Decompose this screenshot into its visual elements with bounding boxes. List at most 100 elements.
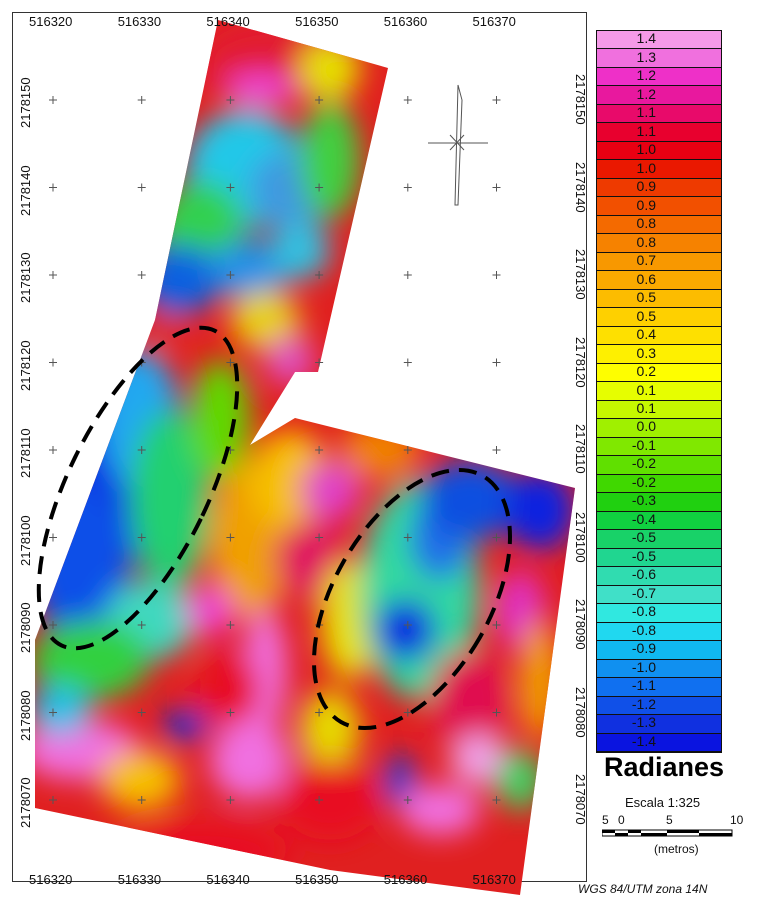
legend-label: 0.0 bbox=[636, 418, 656, 435]
grid-cross bbox=[492, 183, 501, 192]
scale-units: (metros) bbox=[654, 842, 699, 856]
grid-cross bbox=[492, 621, 501, 629]
legend-label: 0.7 bbox=[636, 252, 656, 269]
grid-cross bbox=[492, 708, 501, 717]
legend-label: -0.2 bbox=[631, 455, 656, 472]
legend-swatch bbox=[597, 215, 721, 235]
y-tick-label-left: 2178130 bbox=[18, 252, 33, 303]
scale-tick-label: 0 bbox=[618, 813, 625, 827]
legend-swatch bbox=[597, 400, 721, 420]
legend-label: 0.9 bbox=[636, 178, 656, 195]
legend-label: 1.1 bbox=[636, 104, 656, 121]
legend-label: -0.2 bbox=[631, 473, 656, 490]
grid-cross bbox=[315, 796, 324, 804]
legend-label: 0.5 bbox=[636, 289, 656, 306]
y-tick-label-right: 2178120 bbox=[573, 336, 588, 388]
legend-swatch bbox=[597, 622, 721, 642]
legend-swatch bbox=[597, 511, 721, 531]
legend-swatch bbox=[597, 419, 721, 438]
legend-swatch bbox=[597, 31, 721, 50]
y-tick-label-right: 2178080 bbox=[573, 686, 588, 738]
legend-swatch bbox=[597, 104, 721, 124]
grid-cross bbox=[137, 533, 146, 542]
legend-label: 0.8 bbox=[636, 215, 656, 232]
y-tick-label-right: 2178150 bbox=[573, 74, 588, 125]
y-tick-label-left: 2178140 bbox=[18, 164, 33, 216]
grid-cross bbox=[492, 96, 501, 104]
legend-label: -1.0 bbox=[631, 658, 656, 675]
legend-label: 1.3 bbox=[636, 48, 656, 65]
legend-label: 1.0 bbox=[636, 159, 656, 176]
grid-cross bbox=[315, 358, 324, 367]
legend-units: Radianes bbox=[604, 752, 725, 782]
grid-cross bbox=[315, 533, 324, 542]
legend-label: 1.0 bbox=[636, 141, 656, 158]
grid-cross bbox=[492, 796, 501, 804]
legend-swatch bbox=[597, 548, 721, 568]
x-tick-label-top: 516320 bbox=[29, 14, 73, 29]
x-tick-label-top: 516340 bbox=[206, 14, 250, 29]
grid-cross bbox=[492, 358, 501, 367]
legend-swatch bbox=[597, 252, 721, 272]
scale-title: Escala 1:325 bbox=[625, 795, 701, 810]
y-tick-label-right: 2178110 bbox=[573, 424, 588, 474]
y-tick-label-left: 2178150 bbox=[18, 77, 33, 128]
x-tick-label-bottom: 516360 bbox=[383, 872, 428, 887]
x-tick-label-top: 516350 bbox=[295, 14, 339, 29]
legend-swatch bbox=[597, 160, 721, 179]
y-tick-label-right: 2178100 bbox=[573, 511, 588, 563]
legend-swatch bbox=[597, 382, 721, 401]
x-tick-label-top: 516330 bbox=[117, 14, 162, 29]
legend-swatch bbox=[597, 49, 721, 68]
grid-cross bbox=[137, 446, 146, 454]
grid-cross bbox=[49, 533, 57, 542]
legend-label: -1.1 bbox=[631, 677, 656, 694]
legend-swatch bbox=[597, 530, 721, 549]
legend-label: -0.5 bbox=[631, 547, 656, 564]
legend-swatch bbox=[597, 326, 721, 346]
legend-label: -0.8 bbox=[631, 603, 656, 620]
legend-label: -0.3 bbox=[631, 492, 656, 509]
legend-swatch bbox=[597, 567, 721, 586]
grid-crosses bbox=[49, 96, 501, 804]
legend-swatch bbox=[597, 271, 721, 290]
legend-label: -0.9 bbox=[631, 640, 656, 657]
legend-swatch bbox=[597, 141, 721, 161]
legend-swatch bbox=[597, 234, 721, 253]
y-tick-label-right: 2178140 bbox=[573, 161, 588, 213]
legend-swatch bbox=[597, 493, 721, 512]
grid-cross bbox=[315, 271, 324, 279]
y-tick-label-right: 2178090 bbox=[573, 599, 588, 650]
grid-cross bbox=[403, 796, 412, 804]
y-tick-label-left: 2178100 bbox=[18, 514, 33, 566]
grid-cross bbox=[226, 183, 235, 192]
x-tick-label-bottom: 516330 bbox=[117, 872, 162, 887]
grid-cross bbox=[137, 708, 146, 717]
legend-swatch bbox=[597, 123, 721, 142]
grid-cross bbox=[315, 708, 324, 717]
y-tick-label-right: 2178130 bbox=[573, 249, 588, 300]
color-legend bbox=[596, 30, 722, 753]
grid-cross bbox=[403, 358, 412, 367]
legend-swatch bbox=[597, 456, 721, 475]
x-tick-label-bottom: 516320 bbox=[29, 872, 73, 887]
grid-cross bbox=[49, 96, 57, 104]
x-tick-label-bottom: 516350 bbox=[295, 872, 339, 887]
grid-cross bbox=[403, 96, 412, 104]
scale-bar bbox=[602, 829, 733, 837]
legend-label: 1.2 bbox=[636, 67, 656, 84]
y-tick-label-left: 2178080 bbox=[18, 689, 33, 741]
legend-label: 0.6 bbox=[636, 270, 656, 287]
grid-cross bbox=[315, 446, 324, 454]
legend-label: 1.4 bbox=[636, 30, 656, 47]
grid-cross bbox=[137, 183, 146, 192]
grid-cross bbox=[315, 183, 324, 192]
y-tick-label-left: 2178110 bbox=[18, 428, 33, 478]
legend-swatch bbox=[597, 345, 721, 364]
legend-label: -1.2 bbox=[631, 695, 656, 712]
legend-label: -0.1 bbox=[631, 436, 656, 453]
anomaly-outline-west bbox=[36, 325, 240, 651]
legend-swatch bbox=[597, 641, 721, 660]
x-tick-label-bottom: 516340 bbox=[206, 872, 250, 887]
